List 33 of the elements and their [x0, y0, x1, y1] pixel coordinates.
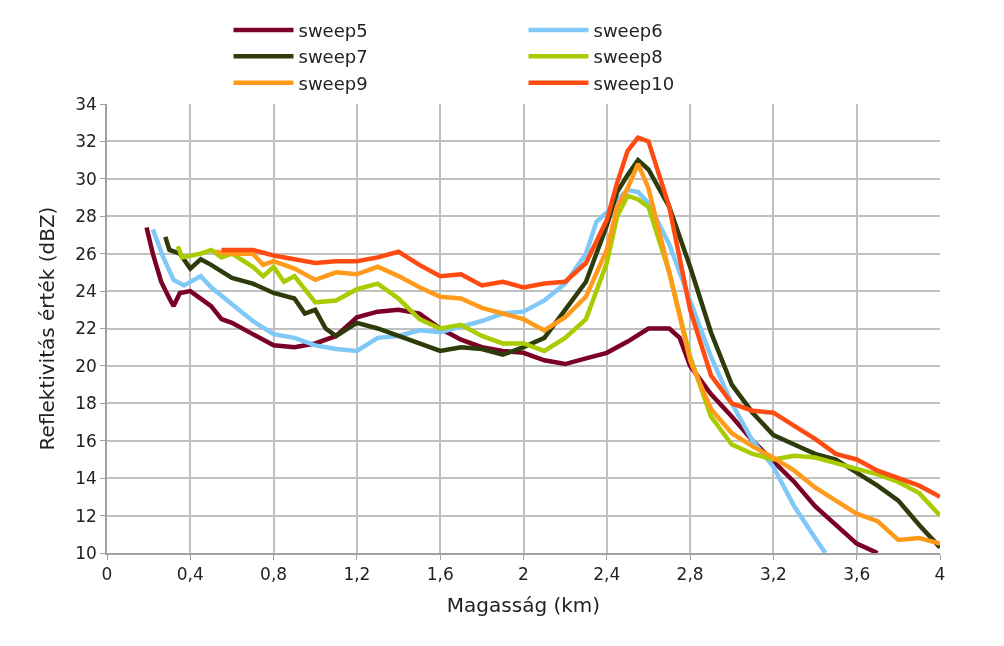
x-tick-label: 2 [518, 564, 529, 585]
legend-label: sweep6 [593, 19, 663, 41]
x-tick-label: 3,6 [843, 564, 871, 585]
y-tick-label: 20 [75, 355, 97, 376]
x-axis-title: Magasság (km) [446, 593, 601, 618]
x-tick-label: 4 [934, 564, 946, 585]
y-tick-label: 32 [75, 131, 97, 152]
legend-label: sweep5 [298, 19, 368, 41]
legend-label: sweep9 [298, 72, 368, 94]
x-tick-label: 2,4 [593, 564, 621, 585]
y-tick-label: 34 [75, 93, 97, 114]
x-tick-label: 0 [101, 564, 113, 585]
x-tick-label: 3,2 [759, 564, 787, 585]
x-tick-label: 2,8 [676, 564, 704, 585]
y-tick-label: 30 [75, 168, 97, 189]
y-tick-label: 16 [75, 430, 97, 451]
legend-label: sweep10 [593, 72, 675, 94]
y-tick-label: 26 [75, 243, 97, 264]
y-tick-label: 10 [75, 542, 97, 563]
y-tick-label: 28 [75, 206, 97, 227]
y-axis-title: Reflektivitás érték (dBZ) [35, 206, 60, 451]
legend-label: sweep8 [593, 46, 663, 68]
x-tick-label: 0,8 [260, 564, 288, 585]
y-tick-label: 18 [75, 393, 97, 414]
line-series [219, 135, 940, 500]
x-tick-label: 0,4 [176, 564, 204, 585]
legend-label: sweep7 [298, 46, 368, 68]
y-tick-label: 14 [75, 468, 97, 489]
y-tick-label: 12 [75, 505, 97, 526]
x-tick-label: 1,6 [426, 564, 454, 585]
x-tick-label: 1,2 [343, 564, 371, 585]
y-tick-label: 22 [75, 318, 97, 339]
y-tick-label: 24 [75, 281, 97, 302]
